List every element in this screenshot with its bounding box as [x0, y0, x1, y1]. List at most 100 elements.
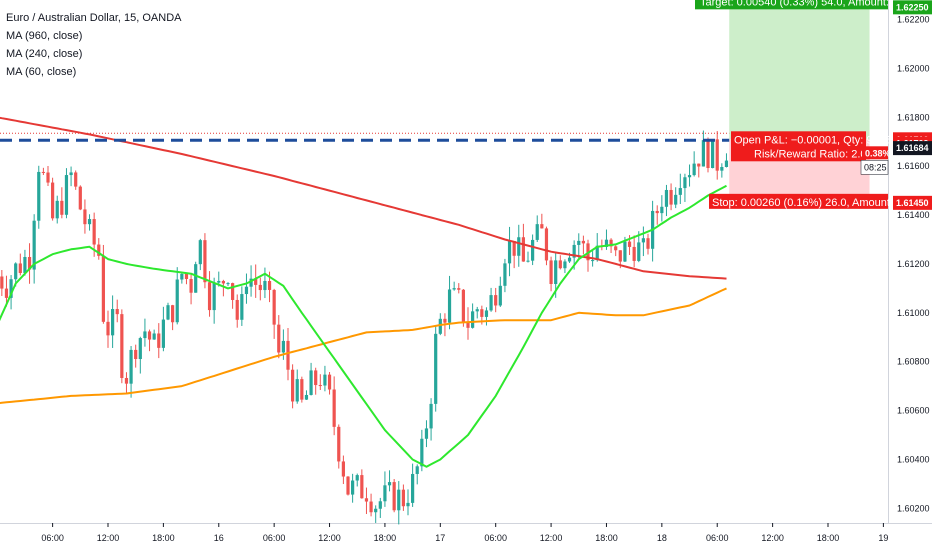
candle-body [161, 319, 165, 348]
candle-body [498, 285, 502, 306]
x-tick-label: 18:00 [152, 533, 175, 543]
x-tick-label: 06:00 [41, 533, 64, 543]
candle-body [674, 194, 678, 205]
candle-body [531, 239, 535, 261]
candle-body [623, 241, 627, 262]
candle-body [332, 389, 336, 427]
target-label-bg [695, 0, 888, 10]
candle-body [207, 282, 212, 311]
y-tick-label: 1.60200 [897, 503, 930, 513]
candle-body [655, 210, 659, 214]
candle-body [327, 374, 332, 390]
candle-body [567, 257, 572, 262]
pct-tag: 0.38% [865, 148, 891, 158]
candle-body [189, 279, 193, 293]
candle-body [577, 240, 581, 245]
candle-body [614, 246, 618, 251]
candle-body [309, 370, 313, 395]
candle-body [706, 140, 710, 169]
candle-body [360, 475, 364, 499]
candle-body [134, 349, 138, 360]
rr-label: Risk/Reward Ratio: 2.08 [754, 148, 873, 160]
candle-body [166, 305, 170, 320]
y-tick-label: 1.61200 [897, 259, 930, 269]
candle-body [51, 182, 55, 219]
candle-body [364, 498, 369, 502]
candle-body [111, 309, 115, 336]
candle-body [69, 172, 73, 176]
candle-body [97, 244, 101, 256]
candle-body [424, 428, 429, 439]
candle-body [443, 318, 447, 323]
candle-body [286, 340, 290, 370]
candle-body [387, 482, 392, 486]
candle-body [406, 502, 410, 507]
candle-body [235, 299, 239, 320]
x-tick-label: 16 [214, 533, 224, 543]
ma60-line [0, 184, 727, 468]
candle-body [540, 224, 544, 229]
x-tick-label: 18:00 [374, 533, 397, 543]
x-tick-label: 18 [657, 533, 667, 543]
candle-body [526, 260, 530, 262]
candle-body [295, 379, 299, 402]
candle-body [378, 501, 382, 509]
ma240-label: MA (240, close) [6, 48, 83, 60]
candle-body [74, 172, 78, 187]
candle-body [591, 260, 595, 262]
candle-body [124, 377, 129, 384]
candle-body [627, 241, 632, 247]
x-tick-label: 19 [878, 533, 888, 543]
candle-body [180, 273, 184, 280]
candle-body [87, 219, 92, 225]
candle-body [701, 140, 705, 167]
ma960-label: MA (960, close) [6, 30, 83, 42]
candle-body [143, 331, 147, 339]
candle-body [447, 289, 452, 323]
stop-label: Stop: 0.00260 (0.16%) 26.0, Amount: [712, 197, 893, 209]
ma60-label: MA (60, close) [6, 66, 77, 78]
candle-body [563, 261, 567, 269]
candle-body [489, 295, 493, 311]
candle-body [291, 369, 295, 402]
candle-body [171, 305, 175, 323]
candle-body [471, 311, 475, 328]
candle-body [521, 237, 525, 262]
candle-body [646, 238, 650, 249]
candle-body [397, 489, 401, 511]
candle-body [152, 333, 156, 340]
candle-body [300, 379, 304, 400]
y-tick-label: 1.61600 [897, 161, 930, 171]
candle-body [355, 475, 359, 481]
candle-body [281, 340, 285, 353]
candle-body [217, 280, 221, 283]
candle-body [457, 288, 461, 290]
x-tick-label: 18:00 [817, 533, 840, 543]
candle-body [263, 280, 267, 291]
candle-body [147, 331, 152, 340]
candle-body [411, 473, 415, 503]
candle-body [254, 278, 258, 285]
y-tick-label: 1.62200 [897, 15, 930, 25]
stop-price-tag: 1.61450 [896, 198, 929, 208]
candle-body [641, 238, 645, 243]
x-tick-label: 12:00 [540, 533, 563, 543]
y-tick-label: 1.60600 [897, 406, 930, 416]
candle-body [184, 273, 189, 280]
candle-body [420, 438, 424, 467]
candle-body [83, 209, 87, 225]
candle-body [32, 220, 36, 270]
candle-body [683, 177, 687, 189]
candle-body [503, 263, 507, 286]
pnl-label: Open P&L: −0.00001, Qty: 96153 [734, 134, 897, 146]
candle-body [415, 466, 419, 474]
candle-body [595, 245, 599, 261]
y-tick-label: 1.60400 [897, 454, 930, 464]
candle-body [115, 309, 119, 315]
candle-body [480, 309, 484, 317]
candle-body [0, 276, 4, 289]
candle-body [267, 280, 272, 290]
symbol-title: Euro / Australian Dollar, 15, OANDA [6, 12, 182, 24]
candle-body [120, 314, 124, 378]
